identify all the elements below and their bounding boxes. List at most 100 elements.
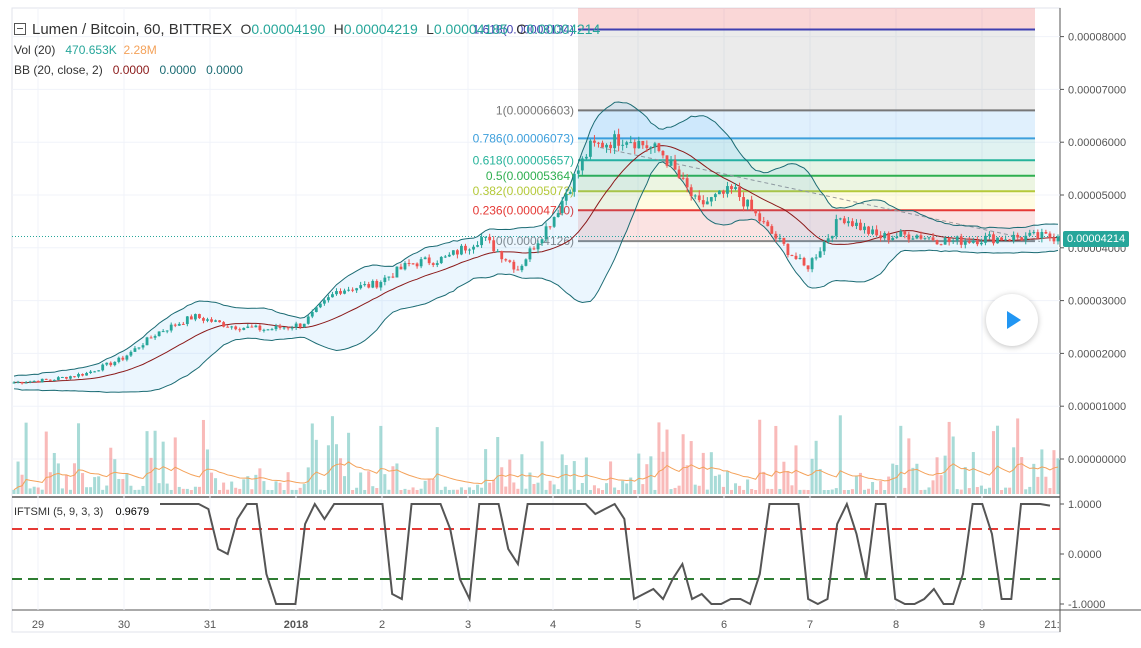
volume-bar: [766, 488, 770, 494]
volume-bar: [935, 457, 939, 494]
candle-body: [77, 374, 80, 377]
volume-bar: [927, 487, 931, 494]
volume-bar: [157, 483, 161, 494]
candle-body: [105, 362, 109, 365]
candle-body: [919, 235, 923, 239]
volume-bar: [149, 457, 153, 494]
candle-body: [24, 382, 28, 384]
candle-body: [73, 376, 76, 378]
indicator-legend: IFTSMI (5, 9, 3, 3) 0.9679: [14, 506, 149, 518]
candle-body: [198, 314, 201, 319]
volume-bar: [947, 421, 951, 494]
candle-body: [984, 235, 987, 243]
candle-body: [859, 222, 862, 231]
volume-bar: [129, 485, 133, 494]
candle-body: [939, 244, 943, 246]
ind-y-tick-label: -1.0000: [1068, 599, 1105, 611]
candle-body: [169, 324, 173, 331]
candle-body: [774, 233, 778, 239]
close-label: C: [516, 21, 527, 37]
candle-body: [464, 245, 467, 251]
candle-body: [967, 241, 971, 243]
volume-bar: [709, 452, 713, 494]
volume-bar: [556, 489, 560, 494]
volume-bar: [552, 484, 556, 494]
volume-bar: [439, 489, 443, 494]
volume-bar: [351, 489, 355, 494]
candle-body: [335, 291, 338, 295]
candle-body: [294, 323, 298, 328]
axes: 29 30 31 2018 2 3 4 5 6 7 8 9 21: 0.00008000 0.0000700…: [32, 32, 1126, 631]
volume-bar: [32, 486, 36, 494]
x-tick-label: 6: [721, 619, 727, 631]
volume-bar: [979, 485, 983, 494]
volume-bar: [492, 479, 496, 494]
volume-bar: [480, 487, 484, 494]
candle-body: [290, 327, 294, 329]
candle-body: [669, 160, 673, 166]
volume-bar: [750, 488, 754, 494]
volume-bar: [540, 441, 544, 494]
collapse-icon[interactable]: [14, 23, 26, 35]
candle-body: [262, 329, 266, 331]
candle-body: [165, 330, 169, 332]
candle-body: [1016, 234, 1020, 238]
volume-bar: [278, 482, 282, 494]
volume-bar: [133, 489, 137, 494]
candle-body: [722, 190, 725, 194]
candle-body: [963, 241, 967, 245]
high-value: 0.00004219: [343, 21, 418, 37]
volume-bar: [85, 487, 89, 494]
volume-bar: [423, 480, 427, 494]
volume-bar: [20, 474, 24, 494]
volume-bar: [383, 474, 387, 494]
candle-body: [673, 160, 677, 170]
volume-bar: [262, 481, 266, 494]
candle-body: [1040, 231, 1044, 239]
volume-bar: [770, 488, 774, 494]
candle-body: [794, 255, 798, 259]
volume-bar: [806, 489, 810, 494]
candle-body: [629, 142, 633, 144]
candle-body: [318, 303, 322, 308]
candle-body: [609, 144, 612, 149]
candle-body: [766, 221, 770, 227]
candle-body: [625, 142, 629, 145]
volume-bar: [536, 482, 540, 494]
volume-bar: [544, 489, 548, 494]
volume-bar: [375, 488, 379, 494]
volume-bar: [1048, 488, 1052, 494]
volume-bar: [746, 479, 750, 494]
candle-body: [508, 260, 512, 262]
fib-label: 0.618(0.00005657): [473, 153, 574, 167]
candle-body: [931, 237, 935, 241]
volume-bar: [1044, 476, 1048, 494]
volume-bar: [758, 419, 762, 494]
candle-body: [1052, 237, 1056, 242]
volume-bar: [330, 416, 334, 494]
volume-bar: [810, 458, 814, 494]
candle-body: [314, 307, 318, 312]
volume-bar: [959, 489, 963, 494]
volume-bar: [125, 472, 129, 494]
volume-bar: [778, 488, 782, 494]
candle-body: [133, 348, 137, 352]
volume-bar: [282, 490, 286, 494]
volume-bar: [915, 463, 919, 494]
candle-body: [258, 325, 262, 331]
candle-body: [468, 249, 471, 251]
volume-bar: [218, 489, 222, 494]
volume-bar: [12, 489, 16, 494]
volume-bar: [387, 489, 391, 494]
volume-bar: [738, 485, 742, 494]
volume-bar: [967, 488, 971, 494]
volume-bar: [939, 475, 943, 494]
volume-bar: [701, 452, 705, 494]
candle-body: [709, 197, 713, 202]
play-button[interactable]: [986, 294, 1038, 346]
x-tick-label: 8: [893, 619, 899, 631]
candle-body: [214, 320, 217, 322]
candle-body: [556, 213, 560, 218]
candle-body: [754, 209, 758, 214]
